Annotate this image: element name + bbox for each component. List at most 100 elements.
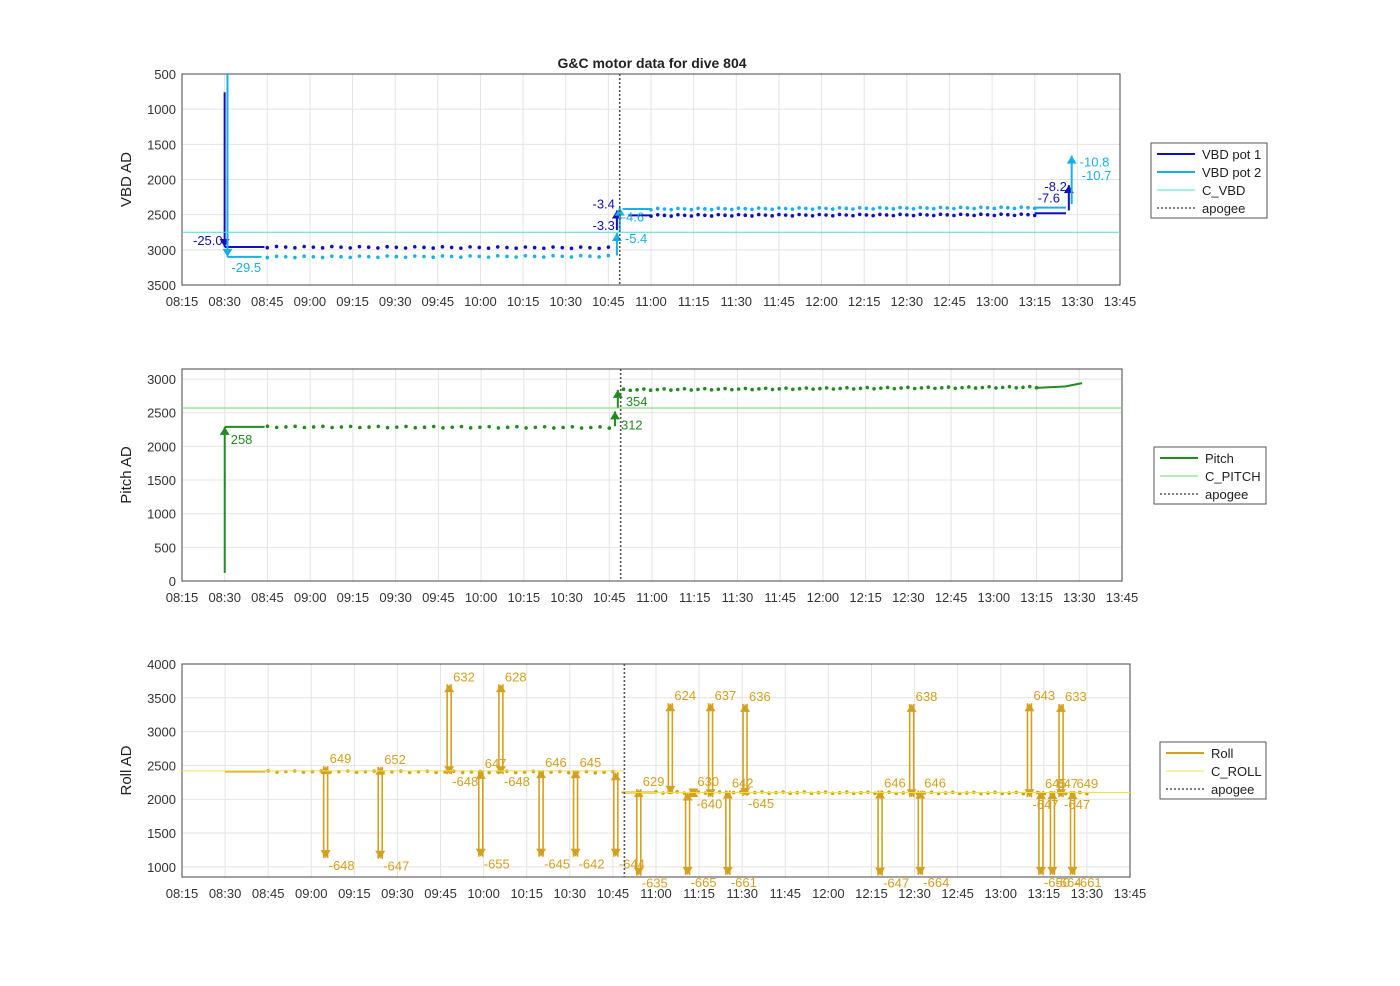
data-dot xyxy=(696,212,700,217)
data-dot xyxy=(487,770,491,775)
data-dot xyxy=(891,213,896,218)
data-label: -647 xyxy=(883,876,909,891)
x-tick-label: 12:45 xyxy=(941,886,974,901)
arrow-head xyxy=(444,766,455,775)
y-tick-label: 1000 xyxy=(147,507,176,522)
x-tick-label: 09:45 xyxy=(422,294,455,309)
arrow-head xyxy=(536,848,547,857)
data-dot xyxy=(918,212,923,217)
data-dot xyxy=(274,244,279,249)
y-axis-label: VBD AD xyxy=(118,152,135,207)
data-dot xyxy=(542,255,546,259)
legend-entry: Pitch xyxy=(1205,451,1234,466)
data-dot xyxy=(938,212,943,217)
data-dot xyxy=(760,790,764,794)
data-dot xyxy=(675,790,679,794)
y-tick-label: 2500 xyxy=(147,406,176,421)
data-dot xyxy=(905,213,909,217)
data-dot xyxy=(939,385,944,390)
data-dot xyxy=(931,206,936,211)
x-tick-label: 12:15 xyxy=(849,590,882,605)
data-dot xyxy=(788,791,793,796)
data-label: -648 xyxy=(452,774,478,789)
data-dot xyxy=(357,254,362,258)
data-dot xyxy=(1007,791,1012,795)
data-dot xyxy=(703,791,708,795)
arrow-head xyxy=(320,766,331,775)
data-dot xyxy=(422,425,427,429)
data-dot xyxy=(972,206,976,211)
data-dot xyxy=(925,206,929,210)
arrow-head xyxy=(740,787,751,796)
y-tick-label: 3500 xyxy=(147,278,176,293)
data-dot xyxy=(366,245,371,250)
arrow-head xyxy=(875,867,886,876)
x-tick-label: 09:15 xyxy=(336,294,369,309)
data-label: -648 xyxy=(329,858,355,873)
data-dot xyxy=(743,206,748,211)
data-dot xyxy=(736,212,741,217)
data-dot xyxy=(972,213,976,218)
data-dot xyxy=(661,791,665,795)
vbd-panel: 08:15 08:30 08:45 09:00 09:15 09:30 09:45 10:00… xyxy=(118,67,1136,309)
data-dot xyxy=(662,207,667,211)
data-dot xyxy=(569,255,574,259)
data-dot xyxy=(837,212,842,217)
data-dot xyxy=(689,388,694,392)
data-label: -3.4 xyxy=(592,196,614,211)
arrow-head xyxy=(915,866,926,875)
data-dot xyxy=(777,206,781,210)
data-dot xyxy=(468,245,472,249)
x-tick-label: 09:00 xyxy=(295,886,328,901)
data-dot xyxy=(1012,206,1017,211)
arrow-head xyxy=(1035,866,1046,875)
data-label: 649 xyxy=(330,751,352,766)
data-dot xyxy=(385,244,389,249)
data-dot xyxy=(790,214,795,218)
data-dot xyxy=(911,206,916,211)
data-label: 647 xyxy=(1056,776,1078,791)
data-dot xyxy=(302,425,307,430)
arrow-head xyxy=(495,766,506,775)
data-dot xyxy=(743,386,748,391)
x-tick-label: 10:45 xyxy=(597,886,630,901)
data-dot xyxy=(818,386,822,391)
data-dot xyxy=(265,245,270,250)
data-dot xyxy=(682,207,687,211)
data-dot xyxy=(1000,385,1005,390)
data-dot xyxy=(505,254,509,259)
data-dot xyxy=(588,254,592,259)
data-dot xyxy=(884,213,889,217)
x-tick-label: 12:45 xyxy=(933,294,966,309)
data-dot xyxy=(561,425,565,430)
x-tick-label: 10:30 xyxy=(554,886,587,901)
data-label: -647 xyxy=(383,859,409,874)
data-dot xyxy=(655,387,660,392)
x-tick-label: 09:00 xyxy=(294,590,327,605)
data-dot xyxy=(865,385,870,390)
data-dot xyxy=(770,214,774,218)
x-tick-label: 13:30 xyxy=(1063,590,1096,605)
data-dot xyxy=(598,425,602,429)
x-tick-label: 08:45 xyxy=(251,294,284,309)
data-dot xyxy=(899,386,903,390)
x-tick-label: 11:00 xyxy=(640,886,672,901)
data-label: 652 xyxy=(384,752,406,767)
data-dot xyxy=(367,425,371,429)
data-dot xyxy=(578,245,583,249)
data-dot xyxy=(682,213,687,218)
data-label: 645 xyxy=(580,755,602,770)
data-dot xyxy=(958,205,963,210)
data-dot xyxy=(709,214,714,218)
arrow-head xyxy=(722,866,733,875)
data-dot xyxy=(403,255,408,260)
data-dot xyxy=(431,424,436,429)
x-tick-label: 09:45 xyxy=(422,590,455,605)
data-dot xyxy=(311,425,316,429)
arrow-head xyxy=(1056,703,1067,712)
y-tick-label: 500 xyxy=(154,67,176,82)
data-dot xyxy=(817,212,822,217)
arrow-head xyxy=(610,772,621,781)
series-segment xyxy=(1036,385,1066,389)
data-dot xyxy=(979,212,983,217)
